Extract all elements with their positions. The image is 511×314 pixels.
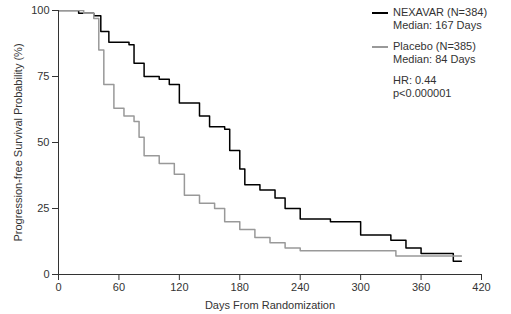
- svg-text:Progression-free Survival Prob: Progression-free Survival Probability (%…: [12, 43, 24, 241]
- svg-text:300: 300: [351, 281, 369, 293]
- html-text:HR: 0.44: HR: 0.44: [393, 74, 437, 86]
- svg-text:60: 60: [113, 281, 125, 293]
- html-text:p<0.000001: p<0.000001: [393, 87, 452, 99]
- html-text:Placebo (N=385): Placebo (N=385): [393, 40, 476, 52]
- svg-text:75: 75: [37, 70, 49, 82]
- svg-text:360: 360: [412, 281, 430, 293]
- svg-text:0: 0: [55, 281, 61, 293]
- svg-text:50: 50: [37, 136, 49, 148]
- svg-text:120: 120: [170, 281, 188, 293]
- svg-text:420: 420: [472, 281, 490, 293]
- svg-text:0: 0: [43, 268, 49, 280]
- svg-text:100: 100: [31, 4, 49, 16]
- html-text:Median: 167 Days: Median: 167 Days: [393, 19, 482, 31]
- svg-text:180: 180: [231, 281, 249, 293]
- html-text:Median: 84 Days: Median: 84 Days: [393, 53, 476, 65]
- svg-text:25: 25: [37, 202, 49, 214]
- html-text:NEXAVAR (N=384): NEXAVAR (N=384): [393, 6, 487, 18]
- svg-text:240: 240: [291, 281, 309, 293]
- svg-text:Days From Randomization: Days From Randomization: [205, 299, 335, 311]
